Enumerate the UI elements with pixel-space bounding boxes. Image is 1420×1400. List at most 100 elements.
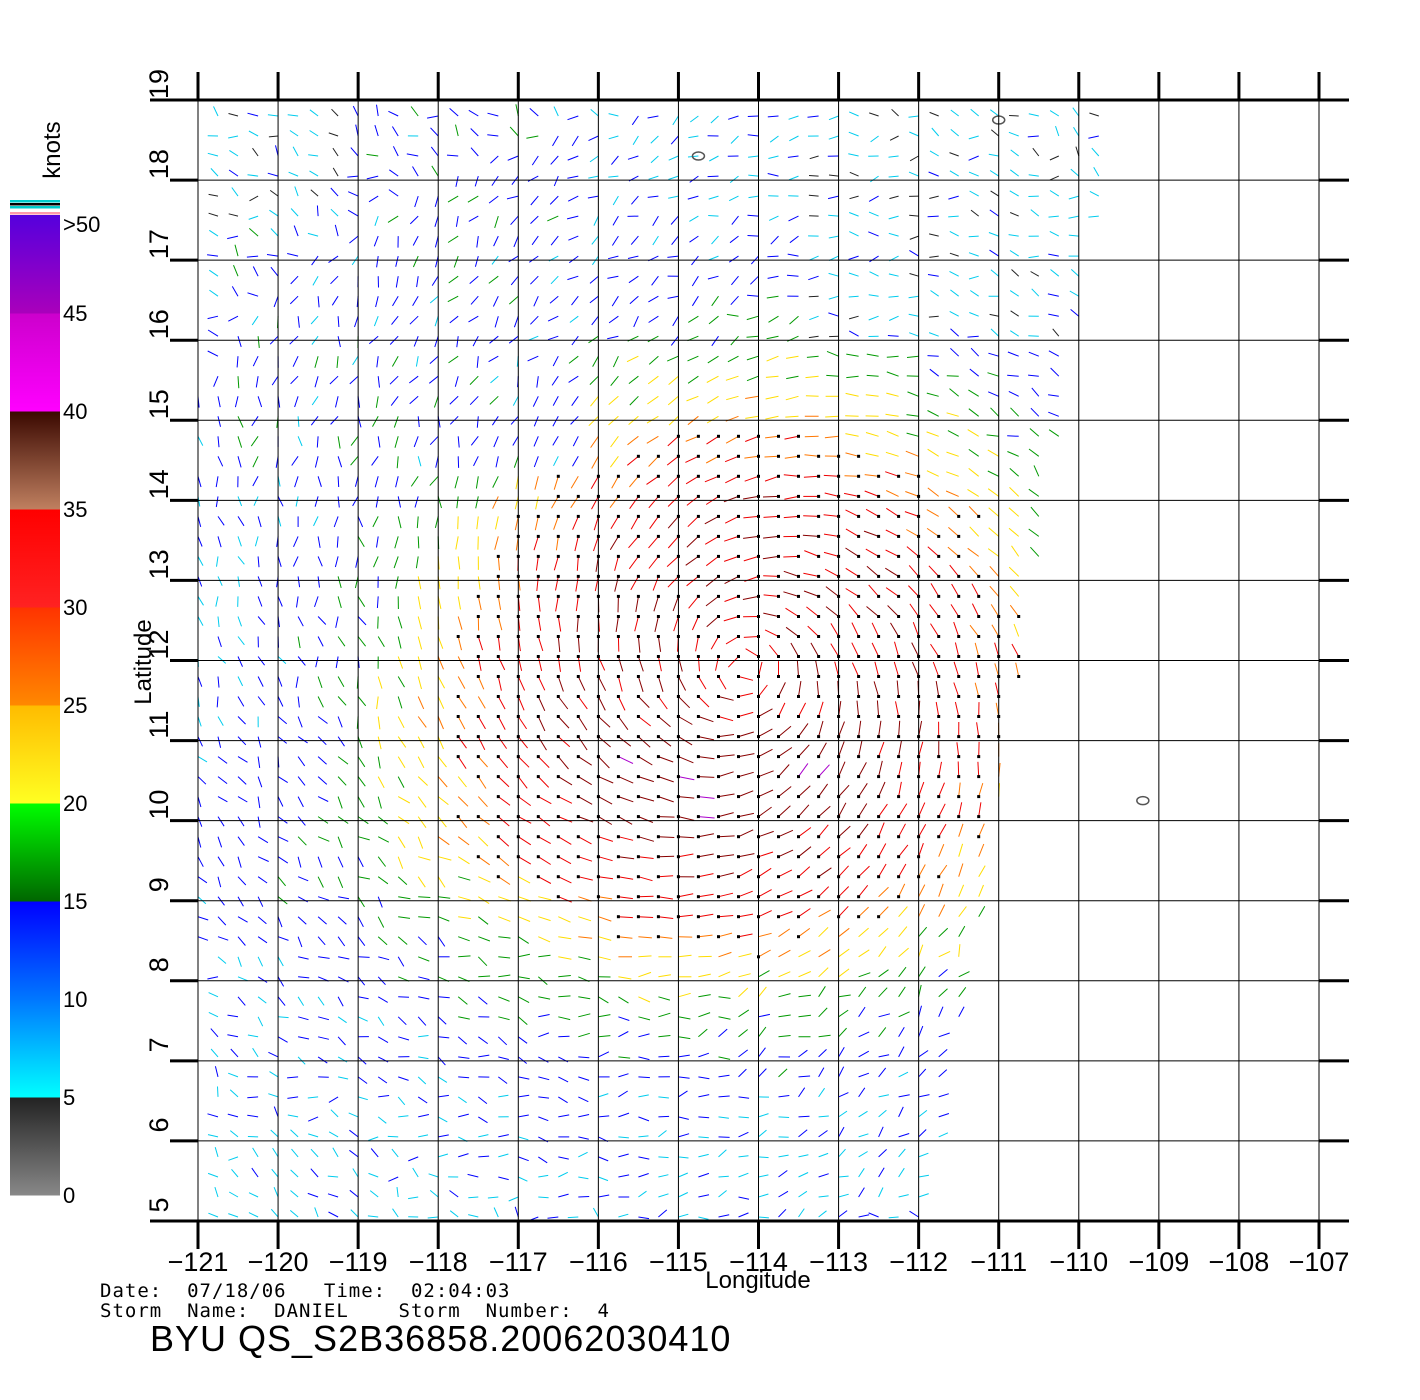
wind-vector: [457, 776, 467, 788]
wind-vector: [313, 516, 319, 527]
wind-vector: [815, 660, 820, 677]
rain-flag-dot: [696, 935, 700, 939]
wind-vector: [354, 316, 359, 328]
wind-vector: [397, 496, 401, 508]
wind-vector: [568, 235, 579, 241]
rain-flag-dot: [636, 715, 640, 718]
wind-vector: [337, 856, 344, 868]
wind-vector: [538, 1014, 550, 1018]
wind-vector: [417, 536, 420, 549]
wind-vector: [551, 496, 559, 509]
wind-vector: [958, 944, 961, 957]
wind-vector: [377, 1016, 385, 1026]
wind-vector: [778, 1190, 789, 1198]
wind-vector: [317, 876, 324, 888]
wind-vector: [818, 1067, 825, 1078]
wind-vector: [373, 235, 379, 247]
wind-vector: [738, 987, 749, 998]
wind-vector: [738, 771, 754, 778]
wind-vector: [534, 476, 539, 490]
wind-vector: [317, 776, 328, 785]
wind-vector: [309, 170, 319, 177]
wind-vector: [487, 1196, 499, 1199]
wind-vector: [886, 392, 899, 397]
rain-flag-dot: [857, 474, 861, 478]
rain-flag-dot: [636, 574, 640, 578]
wind-vector: [618, 976, 632, 980]
wind-vector: [876, 700, 880, 717]
wind-vector: [257, 596, 263, 607]
colorbar-tick-label: 0: [63, 1183, 75, 1208]
rain-flag-dot: [977, 655, 981, 658]
rain-flag-dot: [777, 855, 780, 859]
wind-vector: [311, 396, 319, 406]
wind-vector: [758, 851, 774, 858]
wind-vector: [691, 275, 699, 287]
wind-vector: [290, 375, 299, 385]
wind-vector: [228, 1191, 239, 1198]
wind-vector: [1050, 269, 1060, 277]
wind-vector: [657, 676, 664, 692]
wind-vector: [207, 152, 219, 157]
wind-vector: [918, 1174, 929, 1178]
wind-vector: [858, 1110, 868, 1118]
wind-vector: [498, 996, 510, 1002]
wind-vector: [213, 376, 219, 387]
wind-vector: [990, 407, 1000, 417]
rain-flag-dot: [857, 534, 861, 538]
wind-vector: [292, 146, 299, 157]
wind-vector: [858, 783, 868, 797]
wind-vector: [510, 275, 519, 286]
wind-vector: [227, 235, 239, 240]
wind-vector: [396, 1187, 399, 1198]
wind-vector: [277, 1036, 288, 1043]
wind-vector: [698, 776, 715, 778]
wind-vector: [558, 916, 571, 923]
wind-vector: [638, 1033, 650, 1038]
wind-vector: [397, 856, 404, 869]
wind-vector: [908, 585, 919, 597]
wind-vector: [898, 740, 902, 757]
wind-vector: [858, 740, 863, 757]
wind-vector: [295, 676, 299, 688]
wind-vector: [296, 596, 299, 608]
wind-vector: [292, 355, 299, 367]
wind-vector: [297, 316, 300, 328]
wind-vector: [317, 796, 329, 802]
y-tick-label: 6: [144, 1117, 174, 1132]
rain-flag-dot: [616, 615, 620, 618]
rain-flag-dot: [496, 815, 500, 819]
rain-flag-dot: [717, 835, 720, 839]
wind-vector: [237, 456, 242, 468]
wind-vector: [438, 916, 450, 922]
wind-vector: [391, 315, 399, 325]
wind-vector: [878, 741, 885, 757]
wind-vector: [297, 716, 303, 728]
wind-vector: [927, 487, 940, 497]
wind-vector: [249, 195, 259, 202]
wind-vector: [788, 115, 799, 120]
wind-vector: [233, 265, 239, 277]
wind-vector: [729, 235, 739, 244]
rain-flag-dot: [536, 635, 540, 638]
wind-vector: [987, 372, 999, 377]
wind-vector: [308, 154, 319, 157]
wind-vector: [538, 1032, 550, 1038]
wind-vector: [978, 843, 985, 857]
wind-vector: [738, 890, 753, 898]
rain-flag-dot: [717, 494, 720, 498]
wind-vector: [478, 936, 491, 942]
wind-vector: [918, 1094, 930, 1098]
wind-vector: [808, 295, 819, 298]
wind-vector: [368, 1172, 379, 1178]
wind-vector: [537, 656, 543, 672]
rain-flag-dot: [616, 574, 620, 578]
rain-flag-dot: [616, 695, 620, 698]
wind-vector: [447, 295, 459, 303]
rain-flag-dot: [737, 494, 740, 498]
rain-flag-dot: [877, 915, 881, 919]
wind-vector: [784, 435, 799, 440]
wind-vector: [530, 315, 539, 325]
wind-vector: [898, 1194, 909, 1198]
